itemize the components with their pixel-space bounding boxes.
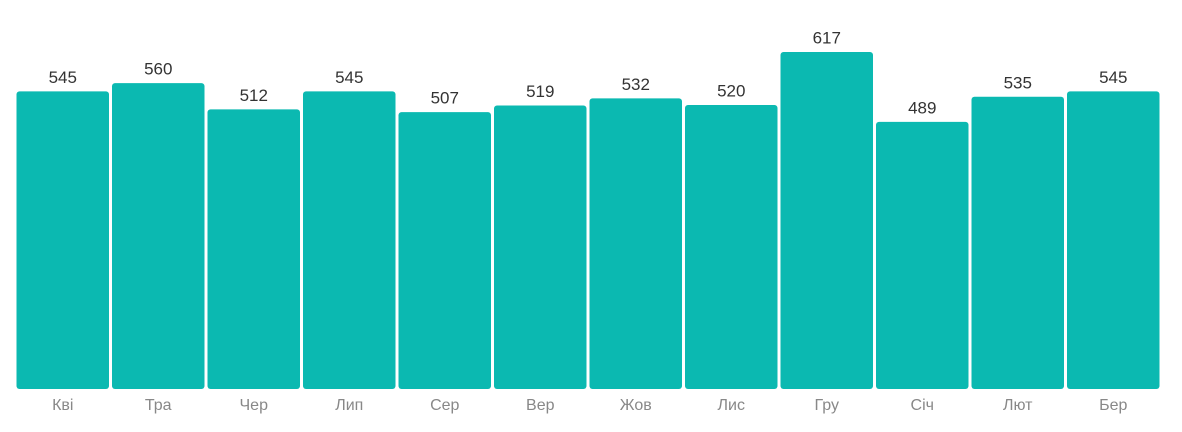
bar [685, 104, 778, 389]
x-tick-label: Жов [620, 397, 652, 414]
value-label: 512 [240, 86, 268, 105]
value-label: 545 [1099, 68, 1127, 87]
x-tick-label: Вер [526, 397, 555, 414]
x-tick-label: Тра [145, 397, 172, 414]
value-label: 535 [1004, 73, 1032, 92]
x-tick-label: Лип [335, 397, 363, 414]
value-label: 560 [144, 60, 172, 79]
value-label: 489 [908, 98, 936, 117]
value-label: 545 [49, 68, 77, 87]
value-label: 520 [717, 81, 745, 100]
bar [876, 121, 969, 390]
value-label: 519 [526, 82, 554, 101]
x-tick-label: Лис [718, 397, 745, 414]
bar [207, 109, 300, 389]
x-tick-label: Гру [815, 397, 839, 414]
x-tick-label: Січ [911, 397, 934, 414]
bar [1067, 91, 1160, 389]
bar [780, 52, 873, 389]
bar [16, 91, 109, 389]
bar [494, 105, 587, 390]
value-label: 507 [431, 89, 459, 108]
value-label: 532 [622, 75, 650, 94]
x-tick-label: Лют [1003, 397, 1033, 414]
bar [303, 91, 396, 389]
x-tick-label: Чер [240, 397, 269, 414]
bar [112, 83, 205, 389]
x-tick-label: Сер [430, 397, 459, 414]
bar [589, 98, 682, 389]
value-label: 617 [813, 28, 841, 47]
x-tick-label: Кві [52, 397, 73, 414]
value-label: 545 [335, 68, 363, 87]
bar [971, 96, 1064, 389]
bar [398, 112, 491, 389]
x-tick-label: Бер [1099, 397, 1127, 414]
